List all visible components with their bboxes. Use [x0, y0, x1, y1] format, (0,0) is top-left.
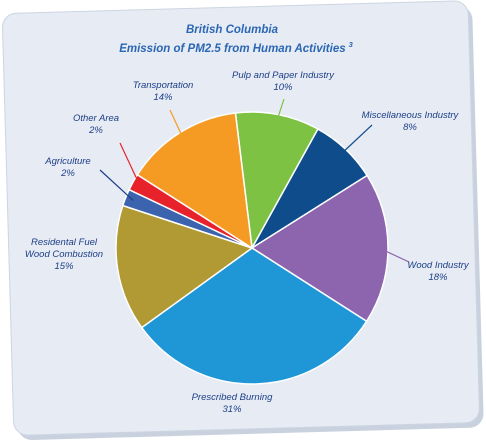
- pie-slice-wood-industry: [250, 174, 389, 323]
- slice-label-wood-industry: Wood Industry 18%: [407, 260, 469, 283]
- slice-label-transportation: Transportation 14%: [133, 80, 194, 103]
- slice-label-name-line: Miscellaneous Industry: [362, 110, 460, 121]
- slice-label-residental-fuel-wood-combustion: Residental Fuel Wood Combustion 15%: [25, 237, 103, 272]
- slice-label-pulp-and-paper-industry: Pulp and Paper Industry 10%: [232, 70, 335, 93]
- slice-label-name-line: Wood Combustion: [25, 249, 103, 260]
- chart-subtitle-text: Emission of PM2.5 from Human Activities: [119, 43, 345, 55]
- slice-label-name-line: Pulp and Paper Industry: [232, 70, 335, 81]
- slice-label-value: 31%: [222, 404, 242, 415]
- slice-label-name-line: Other Area: [73, 113, 119, 124]
- leader-lines: [99, 98, 410, 263]
- slice-label-miscellaneous-industry: Miscellaneous Industry 8%: [362, 110, 460, 133]
- slice-label-value: 14%: [153, 92, 173, 103]
- leader-line-wood-industry: [379, 247, 410, 263]
- chart-subtitle: Emission of PM2.5 from Human Activities 3: [119, 40, 353, 55]
- slice-label-value: 2%: [88, 125, 103, 136]
- pie-slice-prescribed-burning: [140, 247, 368, 385]
- slice-label-value: 8%: [403, 122, 417, 133]
- chart-subtitle-superscript: 3: [349, 40, 354, 49]
- slice-label-value: 2%: [60, 168, 75, 179]
- leader-line-other-area: [119, 142, 141, 187]
- chart-title: British Columbia: [186, 24, 279, 36]
- pie-slice-pulp-and-paper-industry: [234, 111, 319, 251]
- slice-label-name-line: Residental Fuel: [31, 237, 98, 248]
- leader-line-agriculture: [99, 169, 134, 201]
- pie-slice-residental-fuel-wood-combustion: [115, 204, 254, 329]
- pie-slice-transportation: [136, 112, 253, 250]
- slice-label-name-line: Transportation: [133, 80, 194, 91]
- slice-label-name-line: Prescribed Burning: [192, 392, 274, 403]
- slice-labels: Pulp and Paper Industry 10% Miscellaneous …: [25, 70, 470, 415]
- slice-label-value: 15%: [54, 261, 74, 272]
- slice-label-agriculture: Agriculture 2%: [44, 156, 90, 179]
- slice-label-prescribed-burning: Prescribed Burning 31%: [192, 392, 274, 415]
- slice-label-other-area: Other Area 2%: [73, 113, 119, 136]
- leader-line-transportation: [169, 109, 185, 140]
- slice-label-value: 10%: [273, 82, 293, 93]
- pie-chart: [115, 111, 389, 385]
- slice-label-name-line: Wood Industry: [407, 260, 469, 271]
- slice-label-value: 18%: [428, 272, 448, 283]
- slice-label-name-line: Agriculture: [44, 156, 90, 167]
- leader-line-miscellaneous-industry: [339, 124, 373, 156]
- leader-line-pulp-and-paper-industry: [275, 98, 285, 123]
